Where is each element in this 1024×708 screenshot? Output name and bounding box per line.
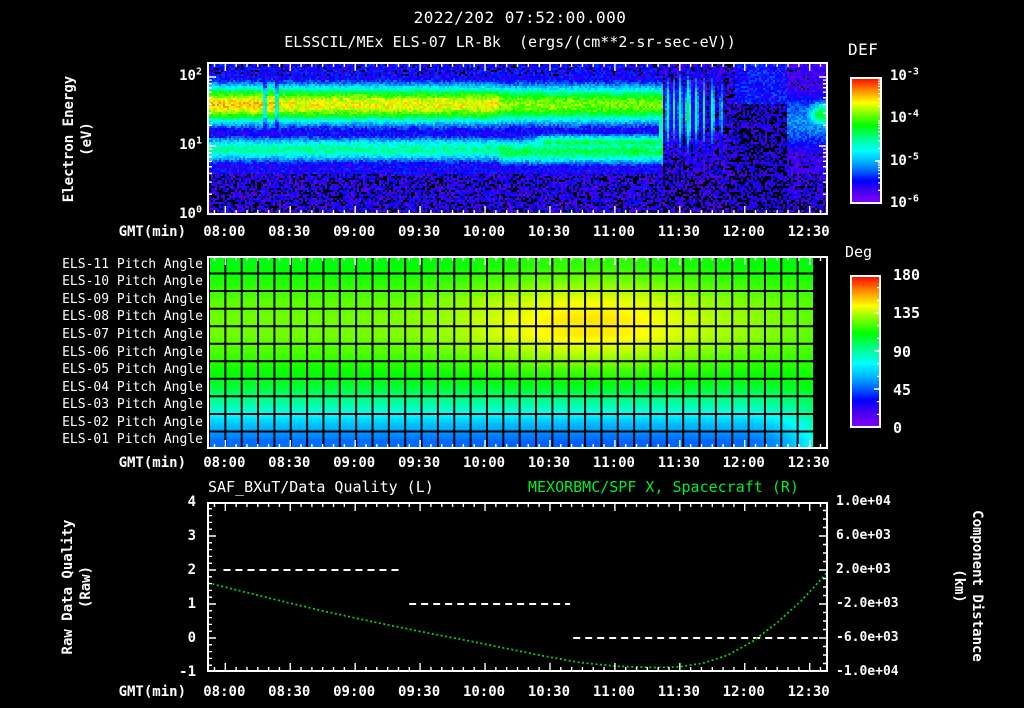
gmt-label-top: GMT(min) bbox=[118, 224, 186, 240]
def-colorbar-tick-label: 10-5 bbox=[890, 151, 919, 169]
x-tick-label-bottom: 08:30 bbox=[268, 684, 311, 700]
pitch-angle-row-label: ELS-04 Pitch Angle bbox=[62, 379, 203, 395]
distance-tick-label: 2.0e+03 bbox=[836, 562, 891, 577]
pitch-angle-row-label: ELS-05 Pitch Angle bbox=[62, 362, 203, 378]
quality-tick-label: 4 bbox=[187, 494, 196, 510]
page-title: 2022/202 07:52:00.000 bbox=[413, 8, 627, 27]
data-quality-plot bbox=[207, 502, 828, 672]
x-tick-label-top: 10:30 bbox=[527, 224, 571, 240]
energy-tick-label: 101 bbox=[179, 135, 202, 153]
x-tick-label-top: 09:30 bbox=[398, 224, 441, 240]
x-tick-label-middle: 11:00 bbox=[592, 455, 635, 471]
x-tick-label-bottom: 12:00 bbox=[722, 684, 765, 700]
pitch-angle-row-label: ELS-09 Pitch Angle bbox=[62, 291, 203, 307]
def-colorbar-tick-label: 10-4 bbox=[890, 108, 919, 127]
deg-colorbar-tick-label: 0 bbox=[893, 419, 903, 437]
def-colorbar-tick-label: 10-3 bbox=[890, 66, 919, 84]
deg-colorbar-tick-label: 180 bbox=[893, 266, 921, 284]
x-tick-label-top: 08:30 bbox=[268, 224, 311, 240]
def-colorbar-tick-label: 10-6 bbox=[890, 193, 919, 211]
deg-colorbar-title: Deg bbox=[845, 243, 873, 261]
quality-tick-label: 0 bbox=[187, 630, 196, 646]
pitch-angle-row-label: ELS-03 Pitch Angle bbox=[62, 397, 203, 413]
energy-tick-label: 100 bbox=[179, 204, 202, 222]
def-colorbar-title: DEF bbox=[848, 40, 879, 59]
x-tick-label-middle: 09:00 bbox=[333, 455, 376, 471]
x-tick-label-bottom: 09:30 bbox=[398, 684, 441, 700]
component-distance-axis-title: Component Distance (km) bbox=[951, 510, 985, 662]
deg-colorbar-tick-label: 90 bbox=[893, 342, 912, 361]
x-tick-label-top: 11:00 bbox=[592, 224, 635, 240]
distance-tick-label: 1.0e+04 bbox=[836, 494, 891, 509]
gmt-label-bottom: GMT(min) bbox=[118, 684, 186, 700]
x-tick-label-top: 12:30 bbox=[787, 224, 830, 240]
quality-tick-label: 3 bbox=[187, 528, 196, 544]
x-tick-label-top: 10:00 bbox=[462, 224, 506, 240]
pitch-angle-row-label: ELS-11 Pitch Angle bbox=[62, 256, 203, 272]
x-tick-label-top: 12:00 bbox=[722, 224, 765, 240]
x-tick-label-bottom: 11:00 bbox=[592, 684, 635, 700]
pitch-angle-row-label: ELS-06 Pitch Angle bbox=[62, 344, 203, 360]
page-subtitle: ELSSCIL/MEx ELS-07 LR-Bk (ergs/(cm**2-sr… bbox=[284, 33, 736, 51]
quality-tick-label: 1 bbox=[187, 596, 196, 612]
x-tick-label-middle: 09:30 bbox=[398, 455, 441, 471]
distance-tick-label: -1.0e+04 bbox=[836, 664, 899, 679]
pitch-angle-row-label: ELS-07 Pitch Angle bbox=[62, 326, 203, 342]
x-tick-label-middle: 08:00 bbox=[203, 455, 246, 471]
x-tick-label-top: 09:00 bbox=[333, 224, 376, 240]
x-tick-label-middle: 12:30 bbox=[787, 455, 830, 471]
distance-tick-label: -2.0e+03 bbox=[836, 596, 899, 611]
x-tick-label-middle: 10:00 bbox=[462, 455, 506, 471]
x-tick-label-top: 11:30 bbox=[657, 224, 700, 240]
distance-tick-label: 6.0e+03 bbox=[836, 528, 891, 543]
x-tick-label-bottom: 10:30 bbox=[527, 684, 571, 700]
pitch-angle-heatmap bbox=[207, 256, 828, 449]
pitch-angle-row-label: ELS-02 Pitch Angle bbox=[62, 414, 203, 430]
energy-tick-label: 102 bbox=[179, 66, 202, 84]
x-tick-label-bottom: 10:00 bbox=[462, 684, 506, 700]
x-tick-label-bottom: 11:30 bbox=[657, 684, 700, 700]
x-tick-label-bottom: 08:00 bbox=[203, 684, 246, 700]
x-tick-label-middle: 11:30 bbox=[657, 455, 700, 471]
quality-tick-label: -1 bbox=[179, 664, 196, 680]
gmt-label-middle: GMT(min) bbox=[118, 455, 186, 471]
x-tick-label-top: 08:00 bbox=[203, 224, 246, 240]
quality-tick-label: 2 bbox=[187, 562, 196, 578]
distance-tick-label: -6.0e+03 bbox=[836, 630, 899, 645]
pitch-angle-row-label: ELS-08 Pitch Angle bbox=[62, 309, 203, 325]
x-tick-label-bottom: 12:30 bbox=[787, 684, 830, 700]
x-tick-label-bottom: 09:00 bbox=[333, 684, 376, 700]
electron-energy-spectrogram bbox=[207, 62, 828, 215]
pitch-angle-row-label: ELS-10 Pitch Angle bbox=[62, 274, 203, 290]
x-tick-label-middle: 10:30 bbox=[527, 455, 571, 471]
def-colorbar bbox=[850, 77, 882, 204]
x-tick-label-middle: 08:30 bbox=[268, 455, 311, 471]
electron-energy-axis-title: Electron Energy (eV) bbox=[61, 75, 95, 203]
deg-colorbar-tick-label: 45 bbox=[893, 380, 912, 399]
raw-data-quality-axis-title: Raw Data Quality (Raw) bbox=[60, 519, 94, 655]
bottom-right-series-title: MEXORBMC/SPF X, Spacecraft (R) bbox=[528, 478, 799, 496]
deg-colorbar-tick-label: 135 bbox=[893, 304, 921, 323]
x-tick-label-middle: 12:00 bbox=[722, 455, 765, 471]
bottom-left-series-title: SAF_BXuT/Data Quality (L) bbox=[208, 478, 434, 496]
pitch-angle-row-label: ELS-01 Pitch Angle bbox=[62, 432, 203, 448]
deg-colorbar bbox=[850, 275, 881, 428]
